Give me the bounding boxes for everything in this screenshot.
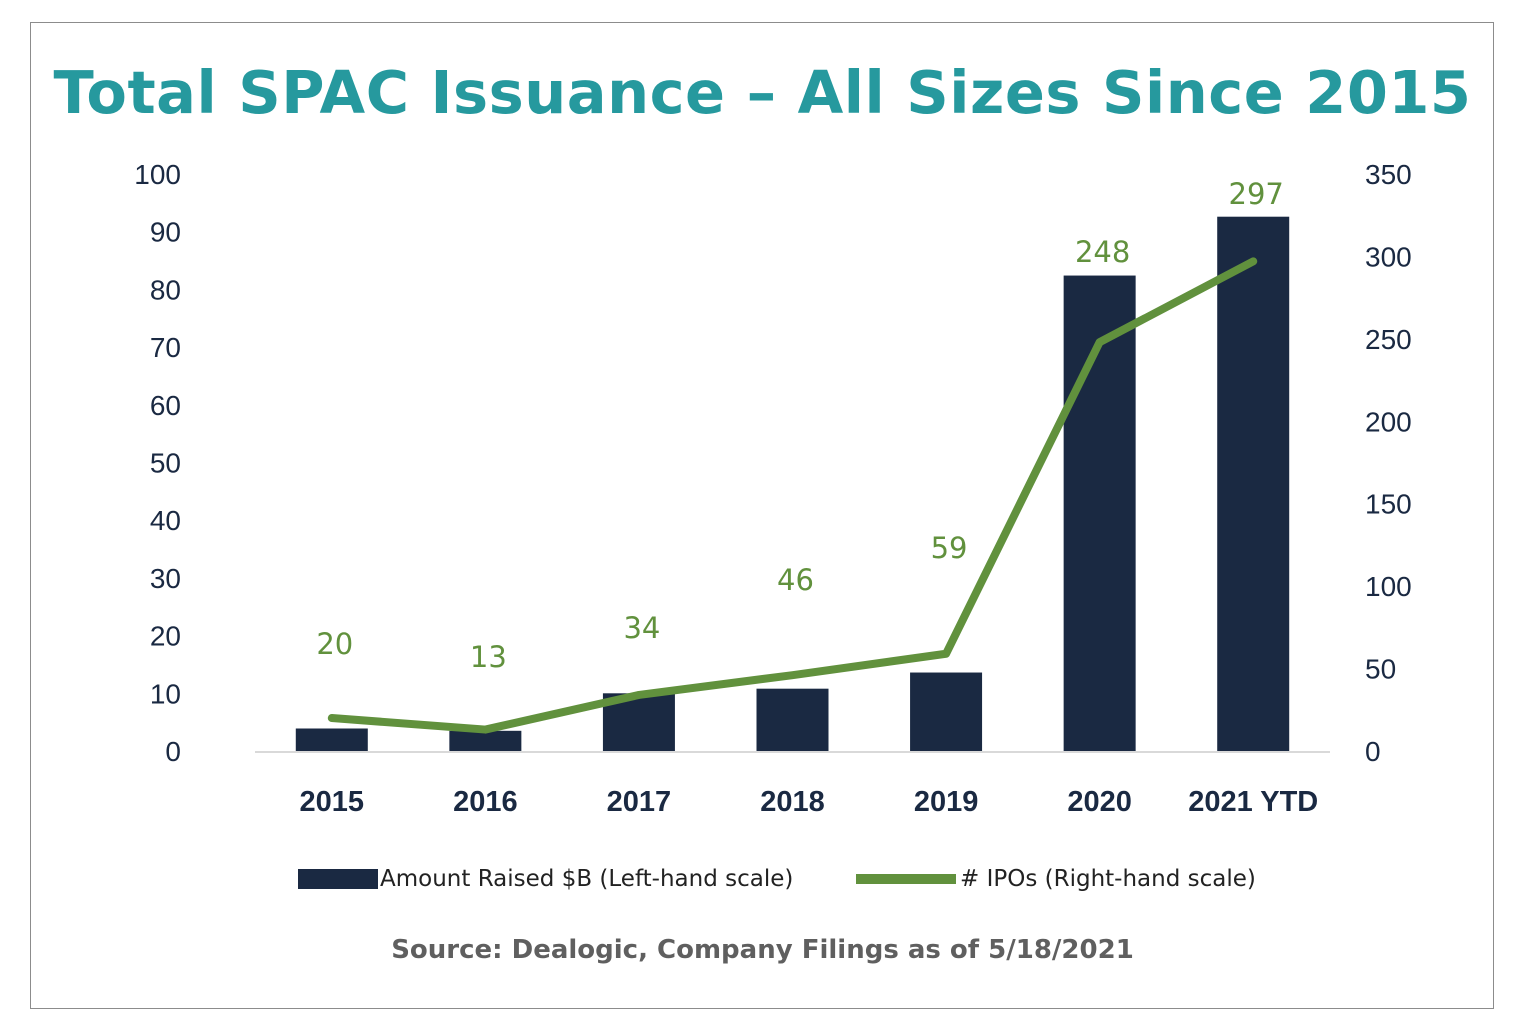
left-axis-tick-label: 100	[134, 159, 181, 190]
right-axis-tick-label: 200	[1365, 406, 1412, 437]
bar-2016	[449, 730, 522, 751]
x-axis-tick-label: 2018	[760, 786, 825, 818]
bar-2021-ytd	[1217, 216, 1290, 751]
x-axis-tick-label: 2015	[300, 786, 365, 818]
left-axis-tick-label: 10	[150, 678, 181, 709]
legend-item-ipos: # IPOs (Right-hand scale)	[856, 866, 1256, 892]
ipos-data-label: 46	[777, 563, 814, 597]
left-axis-tick-label: 50	[150, 448, 181, 479]
bar-2015	[295, 728, 368, 751]
ipos-data-label: 297	[1229, 177, 1284, 211]
bar-2018	[756, 688, 829, 751]
ipos-data-label: 34	[623, 611, 660, 645]
legend-bar-swatch	[298, 869, 378, 889]
legend-line-swatch	[856, 874, 956, 884]
left-axis-tick-label: 30	[150, 563, 181, 594]
bar-2020	[1063, 275, 1136, 751]
left-axis-tick-label: 60	[150, 390, 181, 421]
right-axis-tick-label: 300	[1365, 241, 1412, 272]
chart-title: Total SPAC Issuance – All Sizes Since 20…	[53, 58, 1472, 127]
left-axis-tick-label: 40	[150, 505, 181, 536]
right-axis-tick-label: 250	[1365, 324, 1412, 355]
x-axis-tick-label: 2019	[914, 786, 979, 818]
right-axis-tick-label: 100	[1365, 571, 1412, 602]
ipos-data-label: 13	[470, 640, 507, 674]
ipos-data-label: 20	[316, 627, 353, 661]
bar-2019	[910, 672, 983, 751]
chart-legend: Amount Raised $B (Left-hand scale) # IPO…	[0, 866, 1536, 906]
left-axis-tick-label: 90	[150, 217, 181, 248]
legend-label-ipos: # IPOs (Right-hand scale)	[960, 866, 1256, 892]
right-axis-tick-label: 150	[1365, 489, 1412, 520]
right-axis-tick-label: 350	[1365, 159, 1412, 190]
left-axis-tick-label: 70	[150, 332, 181, 363]
ipos-data-label: 248	[1075, 235, 1130, 269]
left-axis-tick-label: 80	[150, 274, 181, 305]
ipos-data-label: 59	[931, 531, 968, 565]
x-axis-tick-label: 2020	[1067, 786, 1132, 818]
legend-item-amount: Amount Raised $B (Left-hand scale)	[298, 866, 793, 892]
right-axis-tick-label: 50	[1365, 654, 1396, 685]
left-axis-tick-label: 20	[150, 621, 181, 652]
legend-label-amount: Amount Raised $B (Left-hand scale)	[380, 866, 794, 892]
x-axis-tick-label: 2016	[453, 786, 518, 818]
source-note: Source: Dealogic, Company Filings as of …	[391, 935, 1134, 965]
right-axis-tick-label: 0	[1365, 736, 1381, 767]
ipos-line	[327, 257, 1258, 734]
x-axis-tick-label: 2017	[607, 786, 672, 818]
left-axis-tick-label: 0	[165, 736, 181, 767]
x-axis-tick-label: 2021 YTD	[1188, 786, 1318, 818]
